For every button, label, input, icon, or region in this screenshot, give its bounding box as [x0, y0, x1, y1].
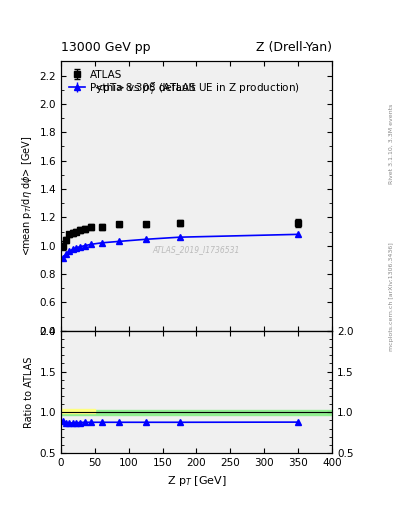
Text: <pT> vs $p_T^Z$ (ATLAS UE in Z production): <pT> vs $p_T^Z$ (ATLAS UE in Z productio… [94, 80, 299, 97]
Text: ATLAS_2019_I1736531: ATLAS_2019_I1736531 [153, 245, 240, 254]
Text: 13000 GeV pp: 13000 GeV pp [61, 41, 151, 54]
Legend: ATLAS, Pythia 8.308 default: ATLAS, Pythia 8.308 default [66, 67, 199, 96]
Y-axis label: <mean p$_T$/d$\eta$ d$\phi$> [GeV]: <mean p$_T$/d$\eta$ d$\phi$> [GeV] [20, 136, 34, 256]
X-axis label: Z p$_T$ [GeV]: Z p$_T$ [GeV] [167, 474, 226, 487]
Text: Rivet 3.1.10, 3.3M events: Rivet 3.1.10, 3.3M events [389, 103, 393, 183]
Text: Z (Drell-Yan): Z (Drell-Yan) [256, 41, 332, 54]
Text: mcplots.cern.ch [arXiv:1306.3436]: mcplots.cern.ch [arXiv:1306.3436] [389, 243, 393, 351]
Y-axis label: Ratio to ATLAS: Ratio to ATLAS [24, 356, 34, 428]
